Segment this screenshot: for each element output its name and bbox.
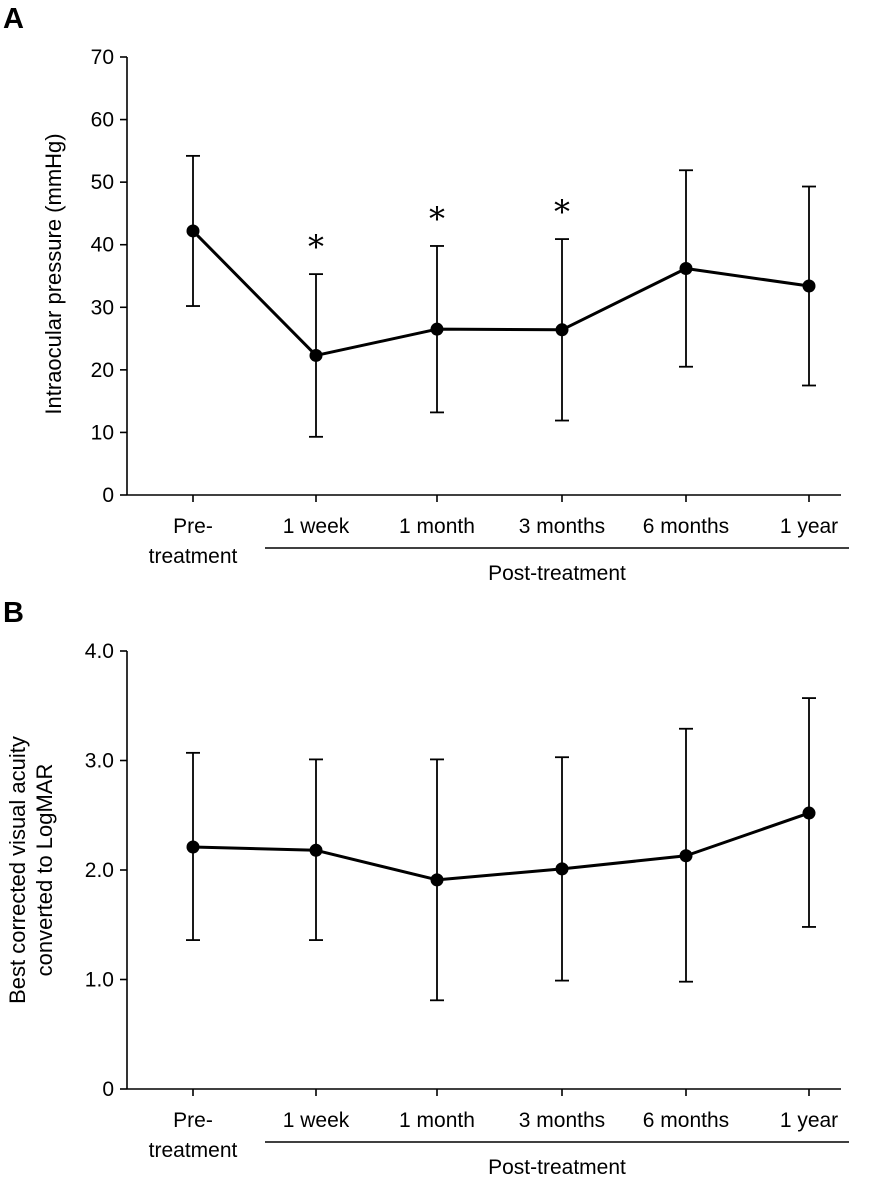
panel-b-data-point: [679, 849, 693, 863]
panel-a-data-point: [309, 348, 323, 362]
panel-b-data-point: [430, 873, 444, 887]
panel-a-series-line: [191, 229, 810, 357]
panel-a-significance-marker: *: [429, 200, 445, 238]
panel-a-y-tick-label: 20: [91, 359, 114, 382]
panel-b-data-point: [555, 862, 569, 876]
panel-b-category-label: 1 month: [399, 1109, 475, 1132]
panel-b-y-tick-label: 0: [102, 1078, 114, 1101]
panel-a-y-axis-title: Intraocular pressure (mmHg): [41, 133, 66, 414]
panel-a-category-label: Pre-: [173, 515, 213, 538]
panel-b-post-treatment-label: Post-treatment: [488, 1156, 626, 1179]
panel-a-significance-marker: *: [554, 193, 570, 231]
panel-b-data-point: [802, 806, 816, 820]
panel-b-category-label: 3 months: [519, 1109, 605, 1132]
panel-a-significance-marker: *: [308, 228, 324, 266]
panel-a-category-label: 1 year: [780, 515, 838, 538]
panel-a-y-tick-label: 0: [102, 484, 114, 507]
panel-a-y-tick-label: 50: [91, 171, 114, 194]
panel-a-y-tick-label: 40: [91, 234, 114, 257]
panel-a-data-point: [186, 224, 200, 238]
panel-a-data-point: [430, 322, 444, 336]
panel-b-y-tick-label: 1.0: [85, 969, 114, 992]
panel-b-category-label: 1 year: [780, 1109, 838, 1132]
panel-a-data-point: [555, 323, 569, 337]
panel-b-letter: B: [3, 597, 24, 629]
panel-b-category-label: 1 week: [283, 1109, 350, 1132]
panel-a-y-tick-label: 60: [91, 109, 114, 132]
panel-b-y-tick-label: 3.0: [85, 750, 114, 773]
panel-a-data-point: [679, 261, 693, 275]
panel-a-post-treatment-label: Post-treatment: [488, 562, 626, 585]
panel-b-y-axis-title-line-2: converted to LogMAR: [32, 764, 57, 977]
panel-b-y-tick-label: 4.0: [85, 640, 114, 663]
panel-a-y-tick-label: 70: [91, 46, 114, 69]
panel-a-y-tick-label: 10: [91, 421, 114, 444]
panel-a-letter: A: [3, 3, 24, 35]
panel-a-data-point: [802, 279, 816, 293]
panel-a-category-label: 3 months: [519, 515, 605, 538]
panel-b-category-label: treatment: [149, 1139, 238, 1162]
panel-a-y-tick-label: 30: [91, 296, 114, 319]
panel-a-category-label: 1 month: [399, 515, 475, 538]
panel-b-category-label: Pre-: [173, 1109, 213, 1132]
panel-b-y-axis-title-line-1: Best corrected visual acuity: [5, 736, 30, 1004]
panel-b-visual-acuity-chart: B Best corrected visual acuity converted…: [3, 597, 849, 1179]
panel-b-category-label: 6 months: [643, 1109, 729, 1132]
panel-a-intraocular-pressure-chart: A Intraocular pressure (mmHg) 0 10 20 30 40 5…: [3, 3, 849, 585]
panel-a-category-label: treatment: [149, 545, 238, 568]
panel-a-category-label: 1 week: [283, 515, 350, 538]
panel-a-category-label: 6 months: [643, 515, 729, 538]
panel-b-data-point: [186, 840, 200, 854]
panel-b-data-point: [309, 843, 323, 857]
panel-b-y-tick-label: 2.0: [85, 859, 114, 882]
panel-b-series-line: [192, 811, 810, 882]
